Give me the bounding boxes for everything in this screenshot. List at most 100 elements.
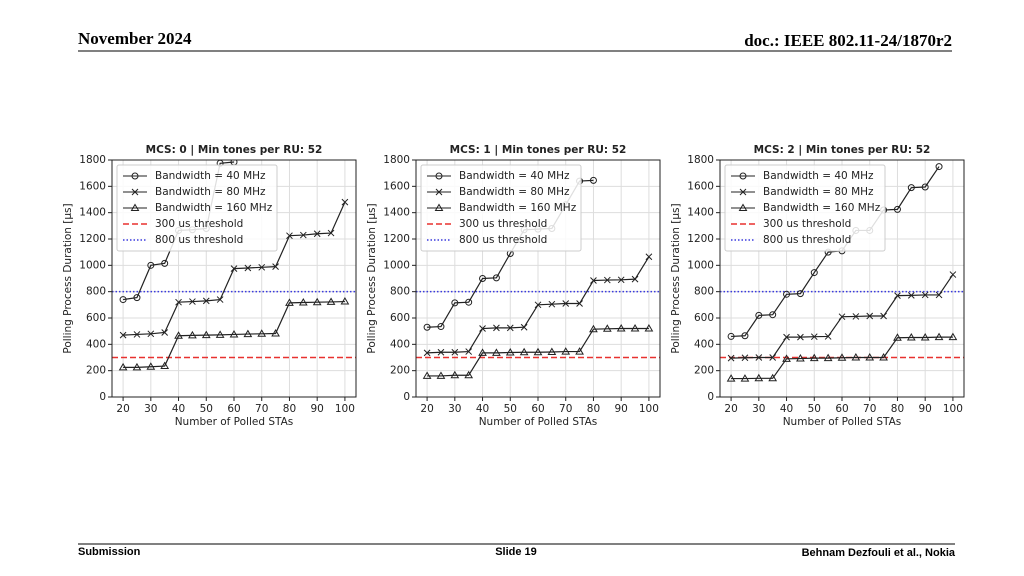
marker	[161, 329, 169, 336]
plot	[112, 160, 356, 371]
marker	[727, 354, 735, 362]
marker	[450, 370, 460, 379]
y-axis-label: Polling Process Duration [μs]	[670, 203, 682, 353]
marker	[797, 333, 804, 341]
marker	[147, 261, 155, 269]
marker	[589, 324, 598, 333]
marker	[174, 331, 183, 339]
marker	[533, 347, 543, 356]
marker	[783, 290, 791, 298]
marker	[810, 269, 818, 277]
marker	[272, 263, 279, 271]
x-axis-label: Number of Polled STAs	[783, 416, 902, 428]
y-tick-label: 1800	[383, 154, 410, 166]
marker	[437, 348, 445, 356]
y-axis-label: Polling Process Duration [μs]	[366, 203, 378, 353]
marker	[921, 291, 929, 299]
y-tick-label: 0	[99, 391, 106, 403]
y-tick-label: 600	[390, 312, 410, 324]
marker	[879, 353, 888, 361]
legend-box	[420, 164, 582, 252]
y-tick-label: 800	[86, 286, 106, 298]
marker	[906, 332, 916, 341]
y-tick-label: 1600	[383, 180, 410, 192]
x-tick-label: 70	[559, 403, 572, 415]
marker	[146, 362, 156, 370]
marker	[257, 329, 267, 337]
y-tick-label: 200	[694, 365, 714, 377]
marker	[935, 163, 943, 171]
marker	[603, 276, 611, 284]
legend-label: Bandwidth = 80 MHz	[763, 186, 874, 198]
marker	[327, 229, 335, 237]
y-tick-label: 600	[694, 312, 714, 324]
marker	[727, 332, 735, 340]
y-tick-label: 200	[390, 365, 410, 377]
marker	[313, 230, 321, 238]
marker	[548, 300, 556, 308]
marker	[299, 231, 307, 239]
x-tick-label: 80	[283, 403, 296, 415]
series-line	[123, 300, 345, 368]
marker	[880, 312, 887, 320]
x-tick-label: 100	[639, 403, 659, 415]
x-tick-label: 70	[255, 403, 268, 415]
x-tick-label: 90	[918, 403, 931, 415]
marker	[851, 353, 861, 361]
x-tick-label: 40	[476, 403, 489, 415]
y-tick-label: 1600	[79, 180, 106, 192]
y-tick-label: 1400	[383, 207, 410, 219]
marker	[920, 332, 930, 341]
marker	[258, 263, 266, 271]
x-tick-label: 90	[614, 403, 627, 415]
marker	[244, 264, 252, 272]
marker	[769, 354, 777, 361]
marker	[451, 348, 459, 356]
marker	[754, 373, 764, 382]
x-tick-label: 20	[116, 403, 129, 415]
x-axis-label: Number of Polled STAs	[479, 416, 598, 428]
y-tick-label: 1800	[79, 154, 106, 166]
legend-label: Bandwidth = 160 MHz	[155, 202, 273, 214]
plot	[416, 176, 660, 379]
y-axis-label: Polling Process Duration [μs]	[62, 203, 74, 353]
marker	[739, 172, 747, 180]
y-tick-label: 1200	[79, 233, 106, 245]
marker	[464, 370, 474, 379]
marker	[340, 297, 350, 305]
marker	[201, 330, 211, 339]
marker	[492, 274, 500, 282]
legend-label: 300 us threshold	[763, 218, 851, 230]
marker	[893, 205, 901, 213]
x-tick-label: 30	[448, 403, 461, 415]
marker	[147, 330, 155, 338]
legend-label: Bandwidth = 40 MHz	[459, 170, 570, 182]
marker	[423, 323, 431, 331]
marker	[562, 300, 570, 307]
marker	[576, 300, 583, 307]
marker	[161, 259, 169, 267]
marker	[133, 294, 141, 302]
marker	[921, 183, 929, 191]
marker	[809, 353, 819, 362]
legend-label: 800 us threshold	[459, 234, 547, 246]
footer-left: Submission	[78, 546, 141, 558]
marker	[838, 313, 846, 321]
marker	[451, 299, 459, 307]
x-tick-label: 20	[420, 403, 433, 415]
marker	[907, 184, 915, 192]
marker	[243, 329, 253, 338]
marker	[644, 324, 654, 332]
chart-title: MCS: 2 | Min tones per RU: 52	[754, 144, 931, 156]
marker	[119, 296, 127, 304]
marker	[229, 329, 239, 338]
y-tick-label: 600	[86, 312, 106, 324]
marker	[590, 277, 597, 284]
marker	[631, 275, 639, 283]
marker	[547, 347, 557, 355]
marker	[645, 253, 653, 261]
marker	[617, 276, 625, 284]
x-tick-label: 20	[724, 403, 737, 415]
marker	[423, 349, 431, 357]
marker	[175, 298, 182, 306]
